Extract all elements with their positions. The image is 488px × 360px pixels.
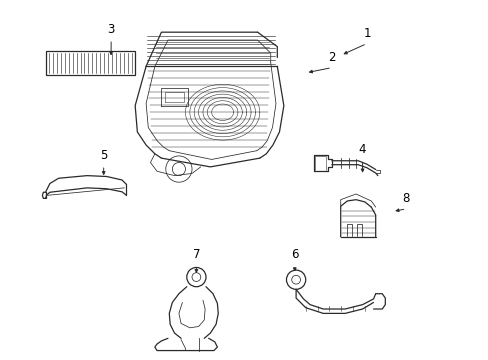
Text: 6: 6 [290,248,298,261]
Text: 1: 1 [363,27,370,40]
Bar [45,51,135,75]
Text: 7: 7 [192,248,200,261]
Text: 4: 4 [358,143,366,156]
Text: 5: 5 [100,149,107,162]
Text: 2: 2 [327,51,335,64]
Text: 8: 8 [402,192,409,205]
Text: 3: 3 [107,23,115,36]
